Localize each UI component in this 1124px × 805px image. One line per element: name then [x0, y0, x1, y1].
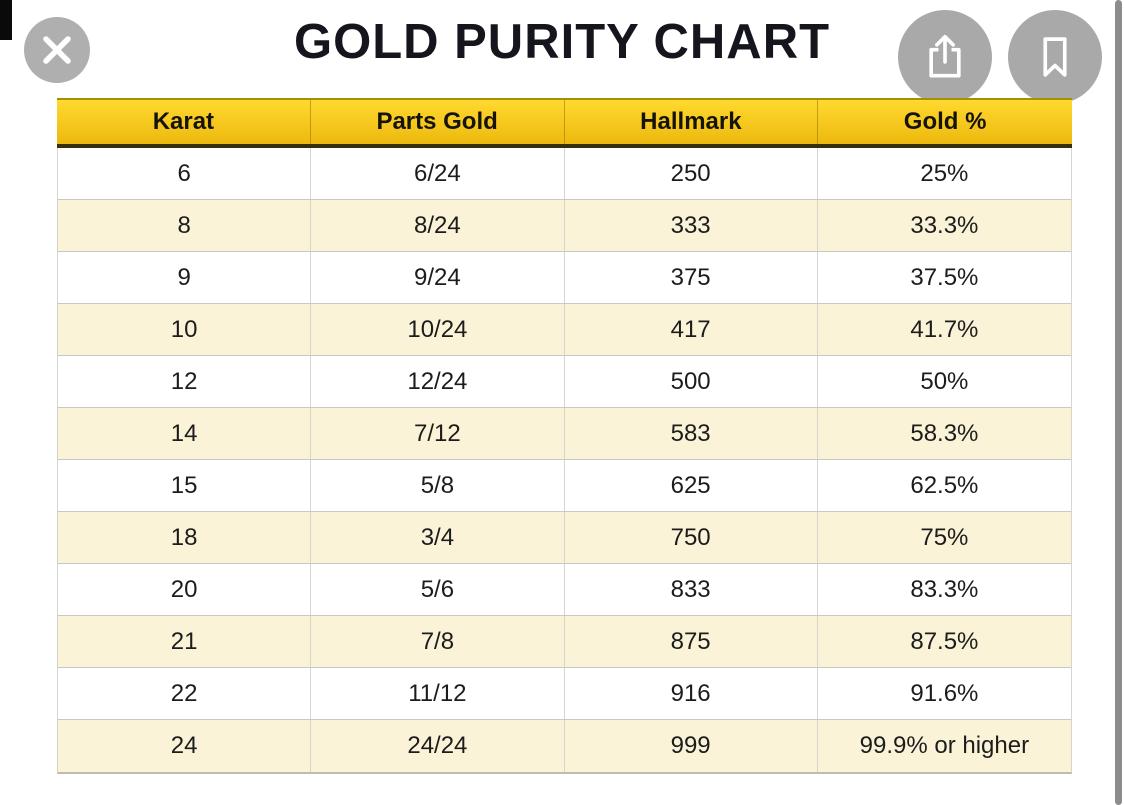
table-cell: 15	[58, 460, 312, 511]
table-cell: 50%	[920, 367, 969, 395]
screen-edge-notch	[0, 0, 12, 40]
table-cell: 750	[565, 512, 818, 563]
table-cell: 91.6%	[910, 679, 979, 707]
table-row: 12 12/24 500 50%	[58, 356, 1071, 408]
table-cell: 8	[58, 200, 312, 251]
bookmark-icon	[1029, 31, 1081, 83]
table-cell: 375	[565, 252, 818, 303]
column-header: Karat	[57, 100, 311, 144]
table-cell: 6	[58, 148, 312, 199]
table-cell: 83.3%	[910, 575, 979, 603]
table-cell: 500	[565, 356, 818, 407]
table-cell: 58.3%	[910, 419, 979, 447]
table-cell: 12/24	[311, 356, 565, 407]
table-cell: 6/24	[311, 148, 565, 199]
table-cell: 7/8	[311, 616, 565, 667]
table-cell: 10/24	[311, 304, 565, 355]
table-cell: 916	[565, 668, 818, 719]
table-cell: 99.9% or higher	[859, 732, 1030, 759]
table-cell: 833	[565, 564, 818, 615]
table-cell: 999	[565, 720, 818, 772]
table-cell: 37.5%	[910, 263, 979, 291]
column-header: Hallmark	[565, 100, 819, 144]
table-cell: 33.3%	[910, 211, 979, 239]
table-cell: 62.5%	[910, 471, 979, 499]
table-cell: 41.7%	[910, 315, 979, 343]
table-cell: 875	[565, 616, 818, 667]
table-cell: 5/8	[311, 460, 565, 511]
table-cell: 25%	[920, 159, 969, 187]
table-row: 21 7/8 875 87.5%	[58, 616, 1071, 668]
table-cell: 11/12	[311, 668, 565, 719]
column-header: Gold %	[903, 108, 987, 135]
table-cell: 417	[565, 304, 818, 355]
bookmark-button[interactable]	[1008, 10, 1102, 104]
table-cell: 333	[565, 200, 818, 251]
table-cell: 24	[58, 720, 312, 772]
table-cell: 625	[565, 460, 818, 511]
table-cell: 250	[565, 148, 818, 199]
table-cell: 20	[58, 564, 312, 615]
table-row: 15 5/8 625 62.5%	[58, 460, 1071, 512]
table-cell: 5/6	[311, 564, 565, 615]
table-cell: 12	[58, 356, 312, 407]
table-cell: 7/12	[311, 408, 565, 459]
table-cell: 87.5%	[910, 627, 979, 655]
table-cell: 9/24	[311, 252, 565, 303]
table-cell: 22	[58, 668, 312, 719]
table-body: 6 6/24 250 25% 8 8/24 333 33.3% 9 9/24 375 37.5% 10 1…	[57, 148, 1072, 774]
table-row: 10 10/24 417 41.7%	[58, 304, 1071, 356]
table-header-row: Karat Parts Gold Hallmark Gold %	[57, 98, 1072, 148]
table-row: 18 3/4 750 75%	[58, 512, 1071, 564]
share-icon	[919, 31, 971, 83]
table-cell: 8/24	[311, 200, 565, 251]
table-row: 6 6/24 250 25%	[58, 148, 1071, 200]
share-button[interactable]	[898, 10, 992, 104]
table-row: 20 5/6 833 83.3%	[58, 564, 1071, 616]
page-title: GOLD PURITY CHART	[293, 15, 831, 69]
table-cell: 24/24	[311, 720, 565, 772]
x-icon	[40, 33, 74, 67]
table-cell: 14	[58, 408, 312, 459]
scrollbar[interactable]	[1115, 0, 1122, 805]
table-cell: 75%	[920, 523, 969, 551]
table-cell: 10	[58, 304, 312, 355]
table-row: 24 24/24 999 99.9% or higher	[58, 720, 1071, 772]
gold-purity-table: Karat Parts Gold Hallmark Gold % 6 6/24 250 25…	[57, 98, 1072, 774]
table-cell: 18	[58, 512, 312, 563]
column-header: Parts Gold	[311, 100, 565, 144]
close-button[interactable]	[24, 17, 90, 83]
table-row: 22 11/12 916 91.6%	[58, 668, 1071, 720]
table-cell: 3/4	[311, 512, 565, 563]
table-row: 9 9/24 375 37.5%	[58, 252, 1071, 304]
table-cell: 21	[58, 616, 312, 667]
table-row: 14 7/12 583 58.3%	[58, 408, 1071, 460]
table-cell: 9	[58, 252, 312, 303]
table-cell: 583	[565, 408, 818, 459]
table-row: 8 8/24 333 33.3%	[58, 200, 1071, 252]
